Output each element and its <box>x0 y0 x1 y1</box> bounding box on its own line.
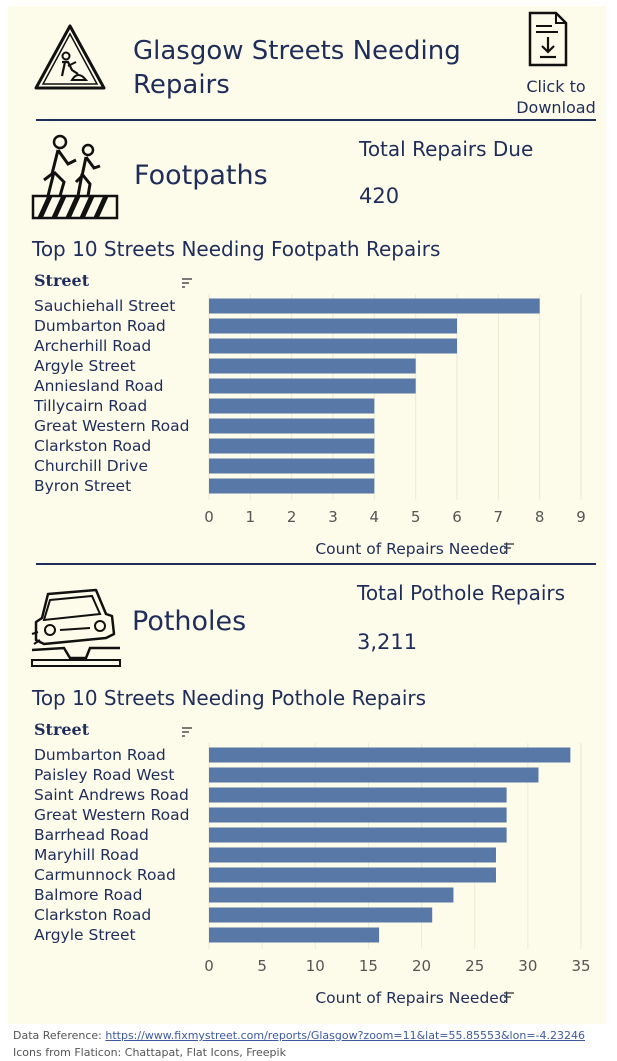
x-axis-label: Count of Repairs Needed <box>315 989 508 1007</box>
download-button[interactable] <box>526 10 570 68</box>
footpaths-chart-title: Top 10 Streets Needing Footpath Repairs <box>32 237 441 261</box>
category-label: Argyle Street <box>34 926 136 944</box>
bar[interactable] <box>209 847 496 863</box>
tick-label: 5 <box>411 508 421 526</box>
tick-label: 15 <box>359 957 378 975</box>
tick-label: 25 <box>465 957 484 975</box>
category-label: Great Western Road <box>34 806 189 824</box>
data-reference-link[interactable]: https://www.fixmystreet.com/reports/Glas… <box>105 1029 585 1042</box>
row-header-label: Street <box>34 271 90 290</box>
tick-label: 3 <box>328 508 338 526</box>
tick-label: 20 <box>412 957 431 975</box>
tick-label: 1 <box>246 508 256 526</box>
category-label: Byron Street <box>34 477 131 495</box>
category-label: Saint Andrews Road <box>34 786 189 804</box>
category-label: Great Western Road <box>34 417 189 435</box>
category-label: Carmunnock Road <box>34 866 176 884</box>
tick-label: 0 <box>204 508 214 526</box>
sort-icon[interactable] <box>182 278 192 288</box>
bar[interactable] <box>209 398 375 414</box>
bar[interactable] <box>209 338 457 354</box>
dashboard-card: Glasgow Streets Needing Repairs Click to… <box>8 6 606 1024</box>
download-label[interactable]: Click to Download <box>516 77 596 117</box>
potholes-bar-chart: Street Dumbarton Road Paisley Road West Sai… <box>34 720 591 1007</box>
roadworks-sign-icon <box>34 24 106 90</box>
tick-label: 6 <box>452 508 462 526</box>
data-reference-label: Data Reference: <box>13 1029 102 1042</box>
category-label: Clarkston Road <box>34 906 151 924</box>
car-pothole-icon <box>31 588 121 667</box>
footpaths-kpi-value: 420 <box>359 184 400 208</box>
bar[interactable] <box>209 827 507 843</box>
bar[interactable] <box>209 767 539 783</box>
bar[interactable] <box>209 887 454 903</box>
bar[interactable] <box>209 318 457 334</box>
row-header-label: Street <box>34 720 90 739</box>
category-label: Clarkston Road <box>34 437 151 455</box>
icon-credits: Icons from Flaticon: Chattapat, Flat Ico… <box>13 1046 286 1059</box>
tick-label: 0 <box>204 957 214 975</box>
tick-label: 5 <box>257 957 267 975</box>
bar[interactable] <box>209 907 433 923</box>
sort-icon[interactable] <box>504 992 514 1002</box>
footpaths-section-title: Footpaths <box>134 160 268 191</box>
tick-label: 7 <box>494 508 504 526</box>
section-divider <box>36 119 596 121</box>
potholes-kpi-value: 3,211 <box>357 630 418 654</box>
bar[interactable] <box>209 418 375 434</box>
footpaths-bar-chart: Street Sauchiehall Street Dumbarton Road Ar… <box>33 271 586 558</box>
tick-label: 10 <box>306 957 325 975</box>
category-label: Paisley Road West <box>34 766 174 784</box>
category-label: Maryhill Road <box>34 846 139 864</box>
potholes-section-title: Potholes <box>132 606 247 637</box>
bar[interactable] <box>209 358 416 374</box>
bar[interactable] <box>209 747 571 763</box>
bar[interactable] <box>209 478 375 494</box>
category-label: Anniesland Road <box>34 377 163 395</box>
category-label: Dumbarton Road <box>34 317 166 335</box>
bar[interactable] <box>209 458 375 474</box>
category-label: Archerhill Road <box>34 337 151 355</box>
section-divider <box>36 563 596 565</box>
sort-icon[interactable] <box>504 543 514 553</box>
category-label: Argyle Street <box>34 357 136 375</box>
tick-label: 30 <box>518 957 537 975</box>
category-label: Sauchiehall Street <box>34 297 175 315</box>
category-label: Tillycairn Road <box>33 397 147 415</box>
tick-label: 9 <box>576 508 586 526</box>
document-download-icon <box>528 11 568 67</box>
page-title: Glasgow Streets Needing Repairs <box>133 36 461 100</box>
bar[interactable] <box>209 438 375 454</box>
pedestrians-crossing-icon <box>31 134 119 220</box>
footpaths-kpi-label: Total Repairs Due <box>359 137 534 161</box>
bar[interactable] <box>209 807 507 823</box>
tick-label: 35 <box>571 957 590 975</box>
bar[interactable] <box>209 298 540 314</box>
data-reference: Data Reference: https://www.fixmystreet.… <box>13 1029 585 1042</box>
category-label: Churchill Drive <box>34 457 148 475</box>
x-axis-label: Count of Repairs Needed <box>315 540 508 558</box>
potholes-kpi-label: Total Pothole Repairs <box>357 581 566 605</box>
bar[interactable] <box>209 378 416 394</box>
tick-label: 8 <box>535 508 545 526</box>
tick-label: 2 <box>287 508 297 526</box>
tick-label: 4 <box>370 508 380 526</box>
sort-icon[interactable] <box>182 727 192 737</box>
bar[interactable] <box>209 927 380 943</box>
category-label: Balmore Road <box>34 886 142 904</box>
bar[interactable] <box>209 787 507 803</box>
bar[interactable] <box>209 867 496 883</box>
potholes-chart-title: Top 10 Streets Needing Pothole Repairs <box>32 686 427 710</box>
category-label: Dumbarton Road <box>34 746 166 764</box>
category-label: Barrhead Road <box>34 826 149 844</box>
